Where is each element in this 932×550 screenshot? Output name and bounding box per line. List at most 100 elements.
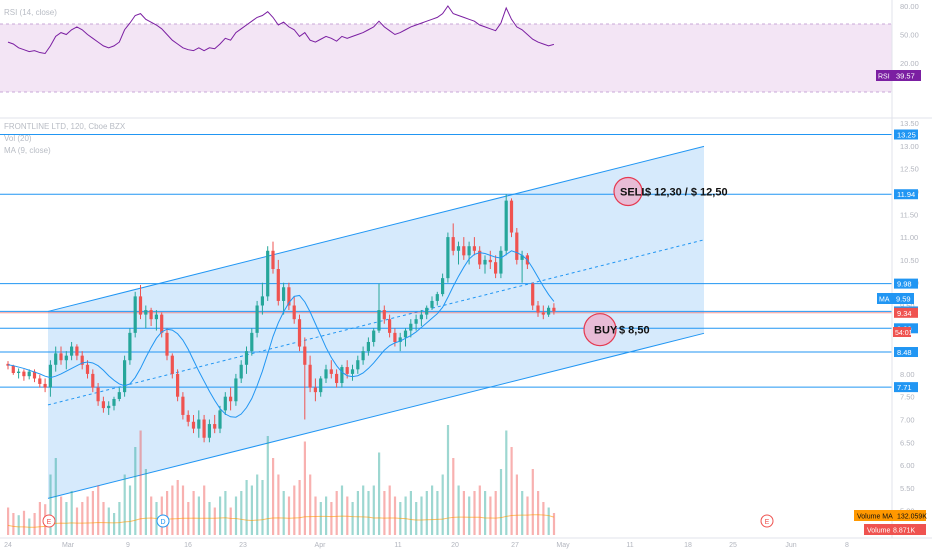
volume-bar bbox=[38, 502, 41, 535]
volume-bar bbox=[478, 485, 481, 535]
volume-bar bbox=[510, 447, 513, 535]
volume-bar bbox=[197, 496, 200, 535]
candle-body bbox=[223, 396, 227, 411]
sell-annotation[interactable]: SELL $ 12,30 / $ 12,50 bbox=[613, 176, 728, 207]
channel-lower-line[interactable] bbox=[47, 332, 705, 499]
candle-body bbox=[282, 287, 286, 301]
volume-bar bbox=[287, 496, 291, 535]
candle-body bbox=[297, 319, 302, 347]
candle-body bbox=[435, 294, 439, 301]
volume-bar bbox=[468, 496, 471, 535]
volume-ma-tag-value: 132.059K bbox=[897, 514, 927, 521]
volume-bar bbox=[526, 496, 529, 535]
volume-bar bbox=[91, 491, 94, 535]
candle-body bbox=[54, 353, 58, 365]
candle-body bbox=[266, 250, 270, 297]
candle-body bbox=[170, 355, 174, 374]
volume-bar bbox=[54, 458, 57, 535]
level-tag-label: 7.71 bbox=[897, 383, 912, 392]
candle-body bbox=[59, 353, 63, 361]
candle-body bbox=[324, 369, 328, 379]
time-tick-label: 27 bbox=[511, 542, 519, 549]
candle-body bbox=[509, 200, 514, 233]
event-marker-d[interactable]: D bbox=[156, 514, 170, 528]
price-tick-label: 6.00 bbox=[900, 461, 915, 470]
price-tick-label: 6.50 bbox=[900, 438, 915, 447]
volume-bar bbox=[7, 507, 10, 535]
volume-bar bbox=[303, 441, 306, 535]
volume-bar bbox=[489, 496, 492, 535]
candle-body bbox=[43, 383, 47, 388]
candle-body bbox=[85, 364, 90, 374]
candle-body bbox=[361, 351, 365, 361]
time-tick-label: Apr bbox=[315, 542, 327, 549]
candle-body bbox=[488, 259, 492, 263]
candle-body bbox=[536, 305, 540, 313]
volume-bar bbox=[441, 474, 444, 535]
candle-body bbox=[541, 312, 545, 315]
rsi-pane[interactable] bbox=[0, 5, 892, 93]
price-axis[interactable]: 13.5013.0012.5012.0011.5011.0010.5010.00… bbox=[854, 0, 927, 538]
level-tag bbox=[894, 347, 918, 358]
candle-body bbox=[483, 259, 487, 265]
candle-body bbox=[409, 323, 413, 331]
volume-bar bbox=[335, 491, 338, 535]
price-tick-label: 11.50 bbox=[900, 210, 918, 219]
time-tick-label: 25 bbox=[729, 542, 737, 549]
sell-label: SELL bbox=[620, 187, 648, 199]
main-pane[interactable]: SELL $ 12,30 / $ 12,50 BUY $ 8,50 E D E bbox=[0, 134, 892, 536]
symbol-legend[interactable]: FRONTLINE LTD, 120, Cboe BZX bbox=[4, 122, 126, 131]
volume-bar bbox=[245, 480, 248, 535]
time-tick-label: 18 bbox=[684, 542, 692, 549]
volume-bar bbox=[192, 491, 195, 535]
candle-body bbox=[234, 378, 238, 402]
candle-body bbox=[202, 419, 206, 438]
level-tag-label: 11.94 bbox=[897, 190, 915, 199]
price-tick-label: 12.50 bbox=[900, 165, 919, 174]
candle-body bbox=[462, 246, 466, 256]
volume-bar bbox=[515, 474, 518, 535]
candle-body bbox=[515, 232, 519, 260]
candle-body bbox=[552, 307, 556, 312]
event-marker-e2[interactable]: E bbox=[760, 514, 774, 528]
volume-bar bbox=[118, 502, 121, 535]
volume-bar bbox=[362, 485, 365, 535]
volume-bar bbox=[134, 447, 137, 535]
event-marker-e1[interactable]: E bbox=[42, 514, 56, 528]
volume-bar bbox=[393, 496, 397, 535]
candle-body bbox=[181, 396, 185, 415]
time-tick-labels: 24 Mar 9 16 23 Apr 11 20 27 May 11 18 25 Jun 8 bbox=[4, 542, 849, 549]
volume-bar bbox=[552, 513, 556, 535]
time-tick-label: 16 bbox=[184, 542, 192, 549]
volume-bar bbox=[436, 491, 439, 535]
price-tick-label: 11.00 bbox=[900, 233, 918, 242]
volume-bar bbox=[86, 496, 89, 535]
ma-legend[interactable]: MA (9, close) bbox=[4, 146, 51, 155]
volume-bar bbox=[49, 474, 52, 535]
time-axis[interactable]: 24 Mar 9 16 23 Apr 11 20 27 May 11 18 25 Jun 8 bbox=[0, 537, 932, 549]
rsi-legend[interactable]: RSI (14, close) bbox=[4, 8, 57, 17]
level-tag bbox=[894, 189, 918, 200]
candle-body bbox=[441, 278, 445, 295]
candle-body bbox=[70, 346, 74, 356]
level-tag bbox=[894, 307, 918, 318]
event-marker-label: E bbox=[47, 519, 52, 526]
candle-body bbox=[32, 371, 37, 379]
candle-body bbox=[218, 410, 222, 429]
candle-body bbox=[398, 337, 402, 342]
price-tick-label: 13.50 bbox=[900, 119, 919, 128]
buy-annotation[interactable]: BUY $ 8,50 bbox=[583, 313, 650, 347]
candle-body bbox=[366, 341, 370, 352]
level-tag-label: 8.48 bbox=[897, 348, 912, 357]
candle-body bbox=[197, 419, 201, 429]
vol-legend[interactable]: Vol (20) bbox=[4, 134, 32, 143]
ma-tag-value: 9.59 bbox=[896, 295, 911, 304]
price-tick-label: 10.50 bbox=[900, 256, 919, 265]
volume-bar bbox=[33, 513, 36, 535]
level-tag bbox=[894, 278, 918, 289]
candle-body bbox=[319, 378, 323, 393]
sell-marker-circle bbox=[613, 176, 643, 207]
rsi-tick-labels: 80.00 50.00 20.00 bbox=[900, 2, 919, 68]
candle-body bbox=[255, 305, 259, 333]
